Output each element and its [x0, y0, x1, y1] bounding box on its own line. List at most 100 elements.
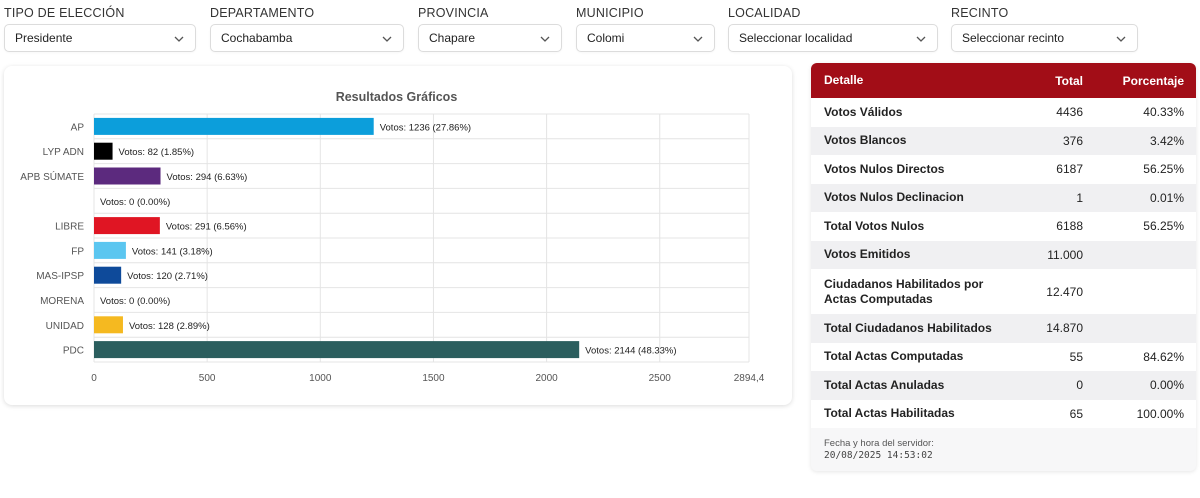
bar — [94, 142, 113, 160]
provincia-select[interactable]: Chapare — [418, 24, 562, 52]
category-label: LIBRE — [55, 222, 84, 233]
row-label: Total Ciudadanos Habilitados — [824, 320, 992, 335]
category-label: PDC — [63, 346, 84, 357]
filter-localidad: LOCALIDAD Seleccionar localidad — [728, 6, 938, 52]
row-total: 11.000 — [1047, 247, 1083, 262]
table-row: Total Actas Anuladas 0 0.00% — [811, 371, 1196, 400]
category-label: APB SÚMATE — [20, 170, 84, 183]
select-value: Seleccionar localidad — [739, 31, 853, 45]
tipo-eleccion-select[interactable]: Presidente — [4, 24, 196, 52]
row-total: 12.470 — [1046, 284, 1083, 299]
header-total: Total — [1055, 73, 1083, 88]
row-total: 4436 — [1056, 105, 1083, 120]
bar — [94, 341, 580, 359]
row-total: 14.870 — [1046, 321, 1083, 336]
row-label: Total Actas Computadas — [824, 349, 964, 364]
x-tick-label: 2894,4 — [734, 373, 765, 384]
table-row: Total Actas Computadas 55 84.62% — [811, 342, 1196, 371]
table-row: Total Actas Habilitadas 65 100.00% — [811, 399, 1196, 428]
chevron-down-icon — [382, 36, 392, 42]
data-label: Votos: 1236 (27.86%) — [380, 122, 471, 133]
municipio-select[interactable]: Colomi — [576, 24, 715, 52]
select-value: Chapare — [429, 31, 476, 45]
data-label: Votos: 0 (0.00%) — [100, 296, 170, 307]
row-label: Votos Nulos Directos — [824, 161, 945, 176]
filter-bar: TIPO DE ELECCIÓN Presidente DEPARTAMENTO… — [0, 0, 1200, 60]
row-label: Ciudadanos Habilitados por Actas Computa… — [824, 276, 984, 306]
header-detalle: Detalle — [824, 73, 864, 87]
chevron-down-icon — [916, 36, 926, 42]
data-label: Votos: 291 (6.56%) — [166, 222, 247, 233]
row-total: 65 — [1069, 406, 1083, 421]
filter-label: LOCALIDAD — [728, 6, 801, 20]
x-tick-label: 1000 — [309, 373, 332, 384]
table-header: Detalle Total Porcentaje — [811, 63, 1196, 98]
category-label: LYP ADN — [43, 147, 84, 158]
x-tick-label: 1500 — [422, 373, 445, 384]
row-percentage: 56.25% — [1143, 162, 1184, 177]
row-label: Votos Nulos Declinacion — [824, 190, 964, 205]
row-total: 1 — [1076, 190, 1083, 205]
row-total: 55 — [1069, 349, 1083, 364]
row-label: Votos Válidos — [824, 104, 903, 119]
table-row: Votos Nulos Directos 6187 56.25% — [811, 155, 1196, 184]
row-total: 0 — [1076, 378, 1083, 393]
table-row: Votos Emitidos 11.000 — [811, 240, 1196, 269]
row-total: 376 — [1062, 133, 1083, 148]
row-label: Total Votos Nulos — [824, 218, 925, 233]
select-value: Presidente — [15, 31, 73, 45]
row-label: Votos Blancos — [824, 133, 907, 148]
data-label: Votos: 141 (3.18%) — [132, 246, 213, 257]
filter-tipo-eleccion: TIPO DE ELECCIÓN Presidente — [4, 6, 196, 52]
row-percentage: 0.01% — [1149, 190, 1184, 205]
data-label: Votos: 128 (2.89%) — [129, 321, 210, 332]
row-total: 6187 — [1056, 162, 1083, 177]
category-label: MAS-IPSP — [36, 271, 84, 282]
header-porcentaje: Porcentaje — [1122, 73, 1184, 88]
select-value: Cochabamba — [221, 31, 293, 45]
server-timestamp: Fecha y hora del servidor: 20/08/2025 14… — [811, 428, 1196, 462]
timestamp-value: 20/08/2025 14:53:02 — [824, 450, 933, 461]
bar — [94, 266, 122, 284]
chevron-down-icon — [174, 36, 184, 42]
chevron-down-icon — [1116, 36, 1126, 42]
table-row: Votos Válidos 4436 40.33% — [811, 98, 1196, 127]
row-percentage: 84.62% — [1143, 349, 1184, 364]
filter-municipio: MUNICIPIO Colomi — [576, 6, 715, 52]
filter-departamento: DEPARTAMENTO Cochabamba — [210, 6, 404, 52]
localidad-select[interactable]: Seleccionar localidad — [728, 24, 938, 52]
results-bar-chart: Resultados Gráficos AP Votos: 1236 (27.86%… — [20, 90, 765, 384]
x-tick-label: 0 — [91, 373, 97, 384]
results-chart-card: Resultados Gráficos AP Votos: 1236 (27.86%… — [4, 66, 792, 405]
data-label: Votos: 120 (2.71%) — [127, 271, 208, 282]
x-tick-label: 2500 — [649, 373, 672, 384]
category-label: MORENA — [40, 296, 84, 307]
bar — [94, 167, 161, 185]
filter-provincia: PROVINCIA Chapare — [418, 6, 562, 52]
bar — [94, 316, 123, 334]
row-total: 6188 — [1056, 219, 1083, 234]
bar — [94, 241, 126, 259]
filter-label: RECINTO — [951, 6, 1009, 20]
data-label: Votos: 294 (6.63%) — [167, 172, 248, 183]
filter-recinto: RECINTO Seleccionar recinto — [951, 6, 1138, 52]
x-tick-label: 2000 — [535, 373, 558, 384]
results-summary-table: Detalle Total Porcentaje Votos Válidos 44… — [811, 63, 1196, 471]
filter-label: PROVINCIA — [418, 6, 489, 20]
row-percentage: 0.00% — [1149, 378, 1184, 393]
table-row: Votos Blancos 376 3.42% — [811, 126, 1196, 155]
bar — [94, 117, 374, 135]
select-value: Colomi — [587, 31, 625, 45]
table-row: Votos Nulos Declinacion 1 0.01% — [811, 183, 1196, 212]
filter-label: MUNICIPIO — [576, 6, 644, 20]
data-label: Votos: 2144 (48.33%) — [585, 346, 676, 357]
row-label: Votos Emitidos — [824, 247, 911, 262]
category-label: UNIDAD — [46, 321, 84, 332]
departamento-select[interactable]: Cochabamba — [210, 24, 404, 52]
bar — [94, 217, 160, 235]
table-row: Ciudadanos Habilitados por Actas Computa… — [811, 269, 1196, 314]
recinto-select[interactable]: Seleccionar recinto — [951, 24, 1138, 52]
data-label: Votos: 82 (1.85%) — [119, 147, 195, 158]
data-label: Votos: 0 (0.00%) — [100, 197, 170, 208]
chevron-down-icon — [693, 36, 703, 42]
